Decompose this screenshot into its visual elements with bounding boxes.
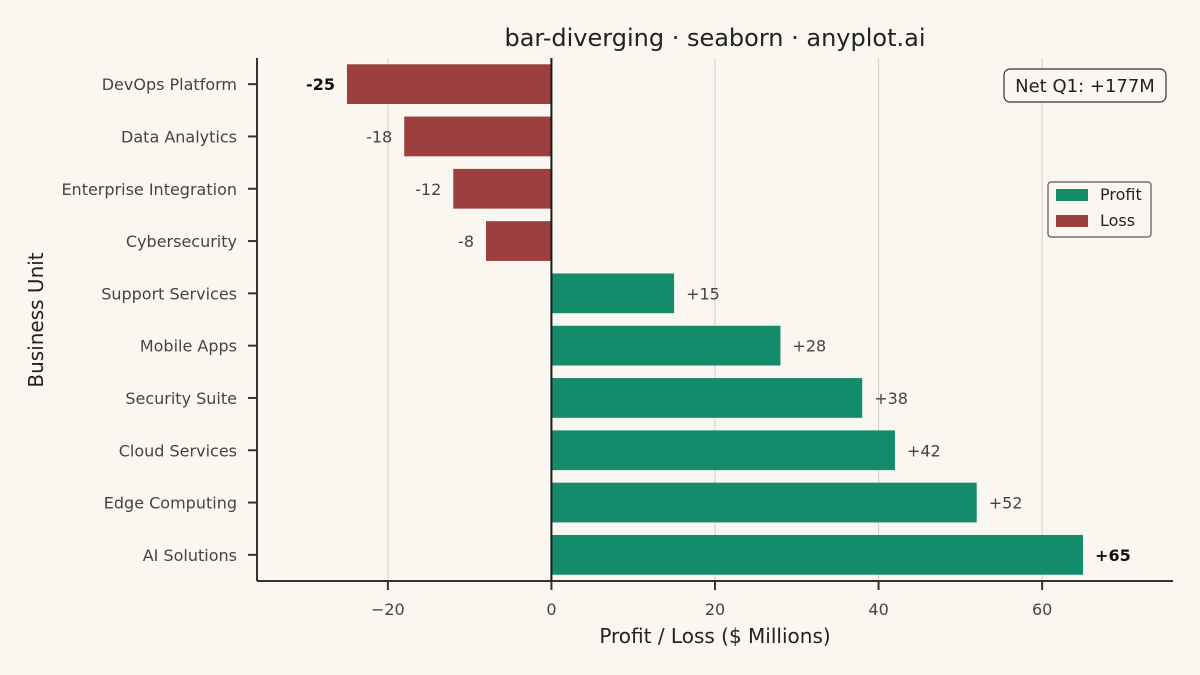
bar-value-label: +52	[989, 494, 1023, 513]
bar	[551, 430, 895, 471]
bar	[551, 482, 977, 523]
bar	[551, 273, 675, 314]
y-tick-label: Cloud Services	[119, 441, 237, 460]
bar	[404, 116, 552, 157]
x-tick-label: 60	[1032, 600, 1052, 619]
y-tick-label: Support Services	[101, 284, 237, 303]
legend-label-profit: Profit	[1100, 185, 1142, 204]
bar	[551, 534, 1084, 575]
x-tick-label: 40	[868, 600, 888, 619]
y-tick-label: Data Analytics	[121, 127, 237, 146]
chart-title: bar-diverging · seaborn · anyplot.ai	[504, 24, 925, 52]
x-axis-tick-labels: −20 0 20 40 60	[371, 581, 1052, 619]
bar-value-label: -12	[415, 180, 441, 199]
bar-value-label: +65	[1095, 546, 1131, 565]
y-axis-title: Business Unit	[24, 252, 48, 387]
bars	[346, 64, 1084, 575]
y-tick-label: Cybersecurity	[126, 232, 237, 251]
bar	[486, 221, 552, 261]
y-tick-label: Mobile Apps	[140, 337, 237, 356]
x-tick-label: −20	[371, 600, 405, 619]
bar-value-label: -25	[306, 75, 335, 94]
bar	[551, 378, 863, 418]
bar-value-label: -18	[366, 127, 392, 146]
annotation-text: Net Q1: +177M	[1015, 76, 1155, 97]
bar	[346, 64, 552, 105]
legend-swatch-profit	[1056, 189, 1088, 201]
y-tick-label: AI Solutions	[143, 546, 237, 565]
bar	[453, 168, 552, 209]
legend: Profit Loss	[1047, 181, 1152, 238]
x-tick-label: 0	[546, 600, 556, 619]
bar-value-label: +38	[874, 389, 908, 408]
legend-swatch-loss	[1056, 215, 1088, 227]
y-axis-tick-labels: DevOps Platform Data Analytics Enterprise …	[61, 75, 257, 565]
legend-label-loss: Loss	[1100, 211, 1135, 230]
annotation-frame	[1003, 68, 1167, 103]
bar-value-label: +15	[686, 284, 720, 303]
y-tick-label: Enterprise Integration	[61, 180, 237, 199]
bar-value-label: -8	[458, 232, 474, 251]
y-tick-label: DevOps Platform	[102, 75, 237, 94]
bar-value-label: +42	[907, 441, 941, 460]
bar-value-label: +28	[792, 337, 826, 356]
bar	[551, 325, 781, 366]
x-axis-title: Profit / Loss ($ Millions)	[599, 624, 830, 648]
bar-value-labels: -25 -18 -12 -8 +15 +28 +38 +42 +52 +65	[306, 75, 1131, 565]
y-tick-label: Edge Computing	[104, 494, 237, 513]
net-annotation-box: Net Q1: +177M	[1003, 68, 1167, 103]
y-tick-label: Security Suite	[125, 389, 237, 408]
x-tick-label: 20	[705, 600, 725, 619]
